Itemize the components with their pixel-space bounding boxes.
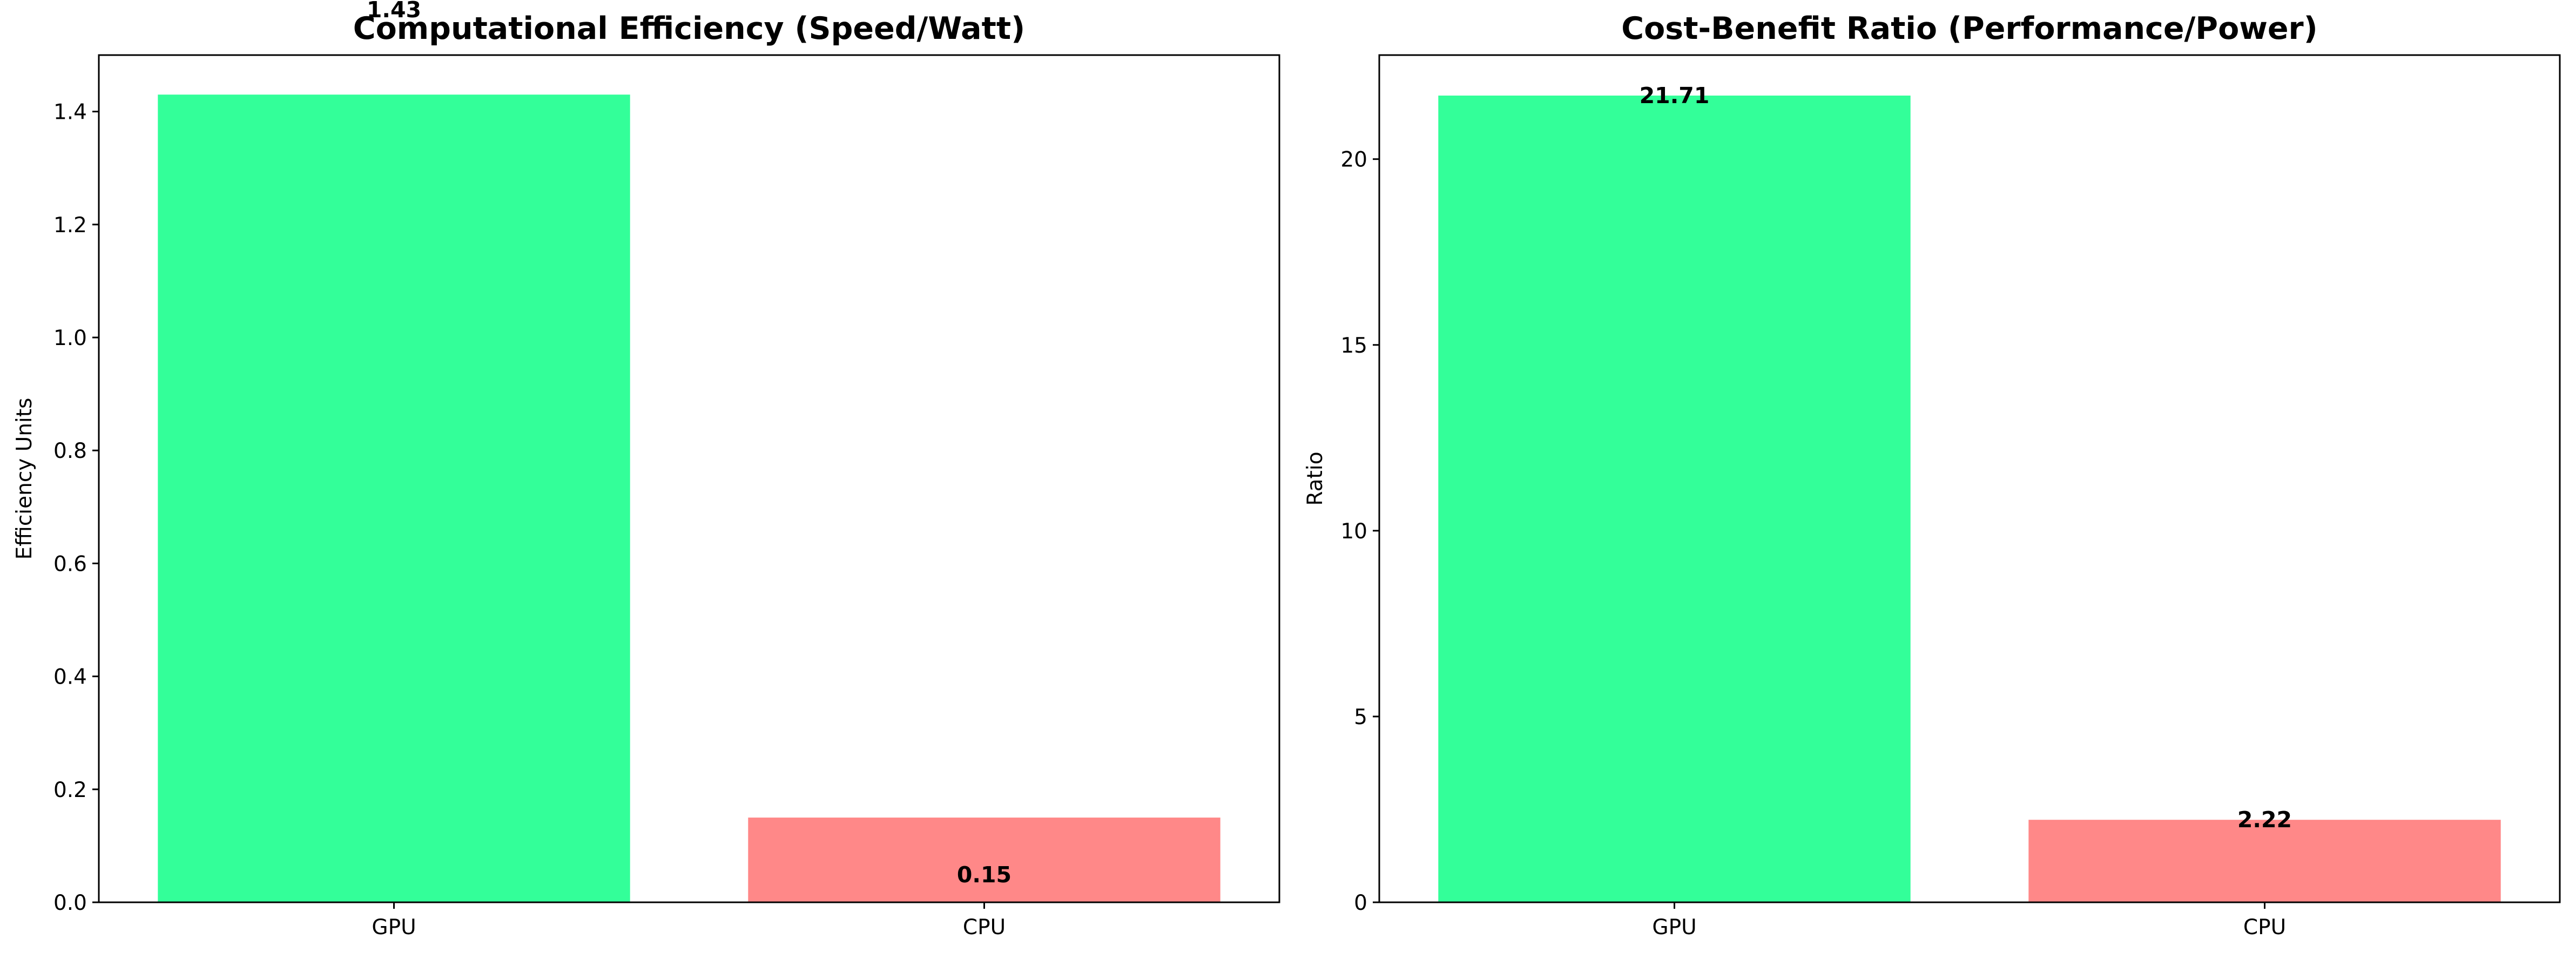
chart-title: Cost-Benefit Ratio (Performance/Power) [1621, 11, 2317, 46]
x-tick-label-cpu: CPU [2243, 915, 2286, 940]
y-tick-label: 0.0 [53, 891, 87, 915]
data-label-gpu: 21.71 [1640, 83, 1710, 109]
y-tick-label: 0.8 [53, 439, 87, 463]
chart-title: Computational Efficiency (Speed/Watt) [353, 11, 1025, 46]
x-tick-label-gpu: GPU [372, 915, 416, 940]
data-label-cpu: 2.22 [2237, 807, 2292, 833]
bar-gpu [158, 94, 630, 903]
bar-gpu [1438, 96, 1911, 902]
chart-panel-2: 0 5 10 15 20 GPU CPU 21.71 2.22 Cost-Benefit Rati… [1303, 11, 2561, 940]
data-label-cpu: 0.15 [957, 862, 1011, 888]
y-tick-label: 15 [1340, 334, 1367, 358]
bar-cpu [2028, 820, 2501, 902]
x-tick-label-cpu: CPU [963, 915, 1006, 940]
axes-frame [98, 54, 1280, 903]
y-tick-label: 1.2 [53, 213, 87, 238]
x-tick-label-gpu: GPU [1652, 915, 1696, 940]
bar-cpu [748, 818, 1220, 902]
y-tick-label: 1.4 [53, 100, 87, 125]
y-axis-label: Ratio [1303, 451, 1327, 505]
y-tick-label: 5 [1354, 705, 1367, 730]
y-tick-label: 10 [1340, 519, 1367, 544]
y-tick-label: 1.0 [53, 326, 87, 350]
chart-panel-1: 0.0 0.2 0.4 0.6 0.8 1.0 1.2 1.4 GPU CPU 1.43 0.15 Co… [12, 0, 1280, 940]
y-axis-label: Efficiency Units [12, 398, 37, 560]
axes-frame [1378, 54, 2561, 903]
y-tick-label: 0.4 [53, 665, 87, 690]
y-tick-label: 0.2 [53, 778, 87, 802]
data-label-gpu: 1.43 [367, 0, 421, 23]
y-tick-label: 0 [1354, 891, 1367, 915]
y-tick-label: 0.6 [53, 552, 87, 576]
y-tick-label: 20 [1340, 148, 1367, 172]
